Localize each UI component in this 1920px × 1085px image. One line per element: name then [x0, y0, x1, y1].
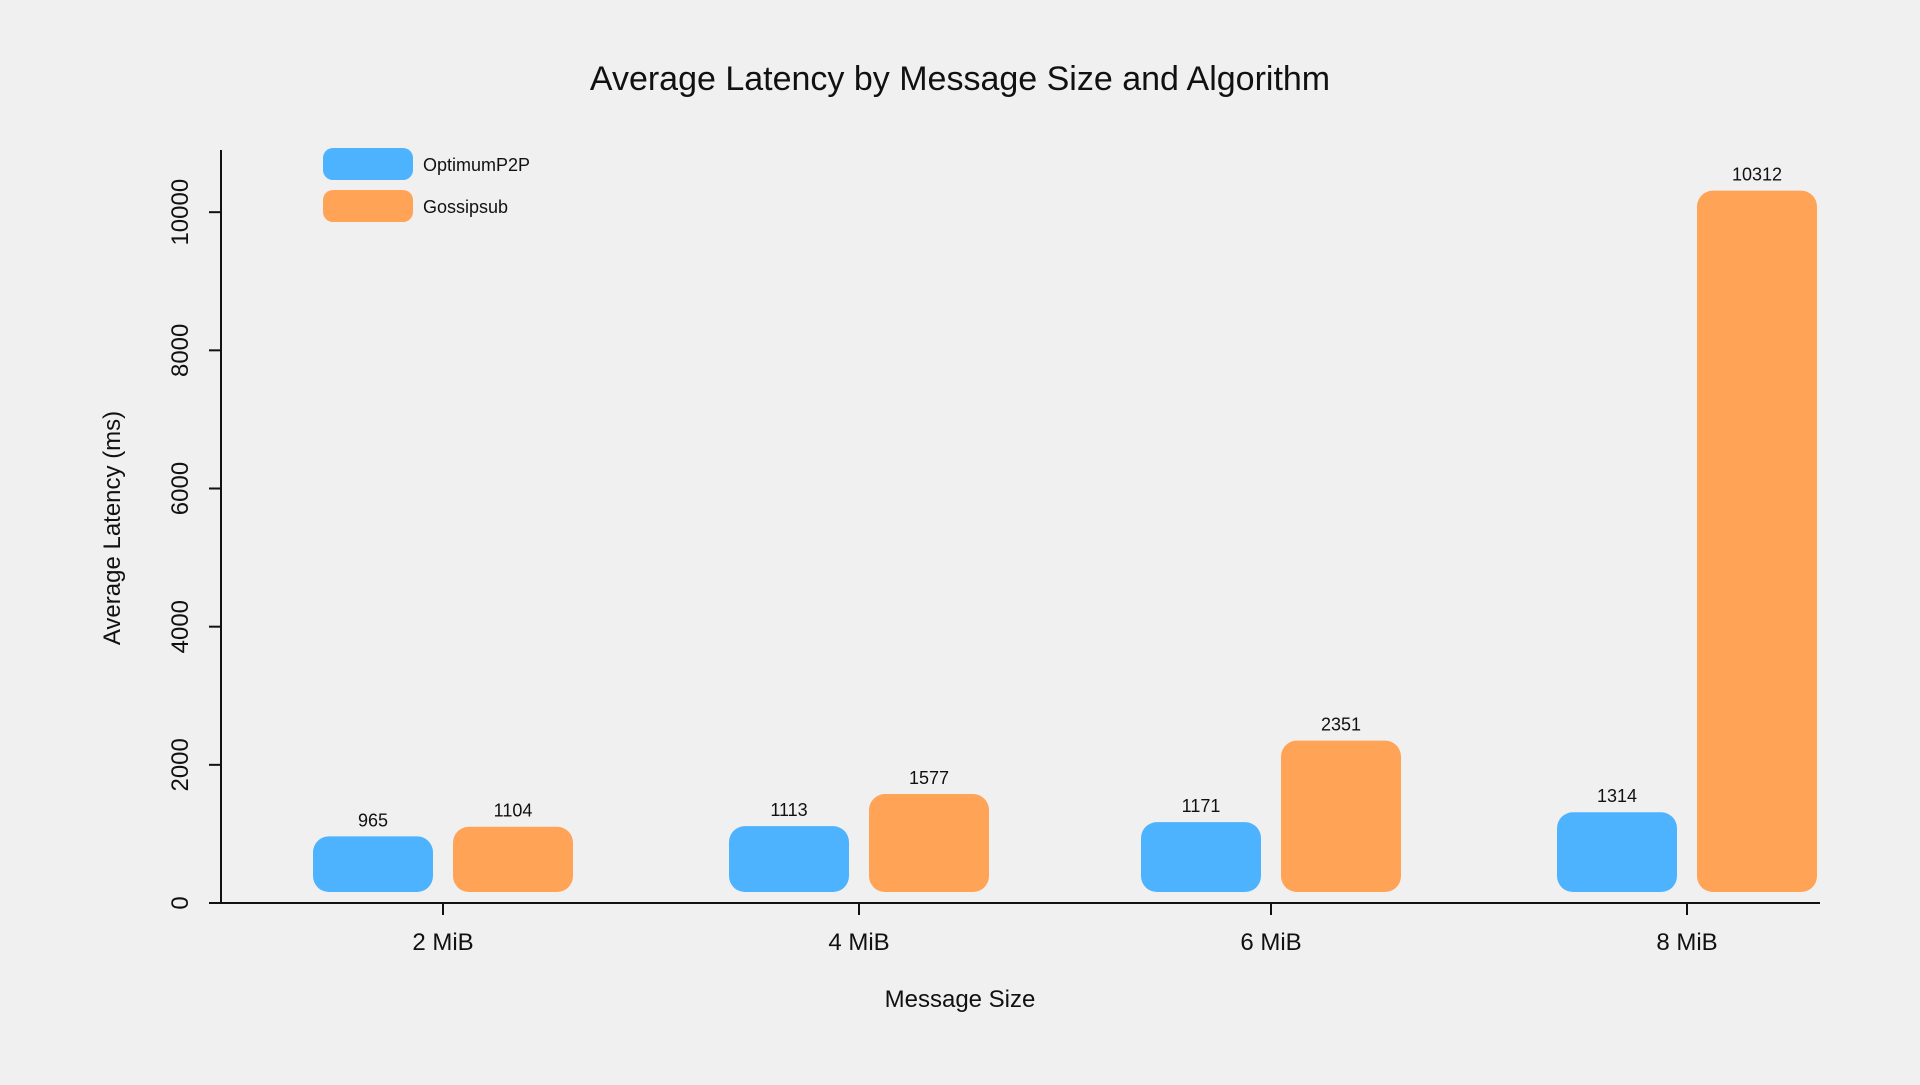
- bar-optimump2p: [1557, 812, 1677, 892]
- bar-optimump2p: [313, 836, 433, 892]
- y-tick-label: 8000: [167, 324, 194, 377]
- data-label: 1577: [909, 768, 949, 788]
- bars: 965 1104 1113 1577 1171 2351 1314 10312: [313, 165, 1817, 892]
- data-label: 2351: [1321, 715, 1361, 735]
- legend-label-optimump2p: OptimumP2P: [423, 155, 530, 175]
- bar-gossipsub: [453, 826, 573, 892]
- bar-optimump2p: [729, 826, 849, 892]
- data-label: 1104: [494, 801, 533, 821]
- x-axis-title: Message Size: [885, 986, 1036, 1013]
- x-tick-label: 8 MiB: [1656, 929, 1717, 956]
- y-tick-label: 2000: [167, 738, 194, 791]
- bar-optimump2p: [1141, 822, 1261, 892]
- data-label: 1314: [1597, 786, 1637, 806]
- bar-gossipsub: [869, 794, 989, 892]
- data-label: 10312: [1732, 165, 1782, 185]
- y-tick-label: 4000: [167, 600, 194, 653]
- x-tick-label: 4 MiB: [828, 929, 889, 956]
- bar-gossipsub: [1281, 740, 1401, 892]
- legend: OptimumP2P Gossipsub: [323, 148, 530, 222]
- data-label: 965: [358, 810, 388, 830]
- x-axis: 2 MiB 4 MiB 6 MiB 8 MiB: [209, 902, 1820, 956]
- bar-gossipsub: [1697, 190, 1817, 892]
- legend-label-gossipsub: Gossipsub: [423, 197, 508, 217]
- x-tick-label: 6 MiB: [1240, 929, 1301, 956]
- y-tick-label: 6000: [167, 462, 194, 515]
- y-axis: 0 2000 4000 6000 8000 10000: [167, 150, 222, 910]
- data-label: 1113: [770, 800, 807, 820]
- y-tick-label: 0: [167, 896, 194, 909]
- y-axis-title: Average Latency (ms): [99, 411, 126, 645]
- legend-swatch-optimump2p: [323, 148, 413, 180]
- x-tick-label: 2 MiB: [412, 929, 473, 956]
- data-label: 1171: [1182, 796, 1221, 816]
- chart-title: Average Latency by Message Size and Algo…: [590, 60, 1330, 98]
- legend-swatch-gossipsub: [323, 190, 413, 222]
- y-tick-label: 10000: [167, 179, 194, 246]
